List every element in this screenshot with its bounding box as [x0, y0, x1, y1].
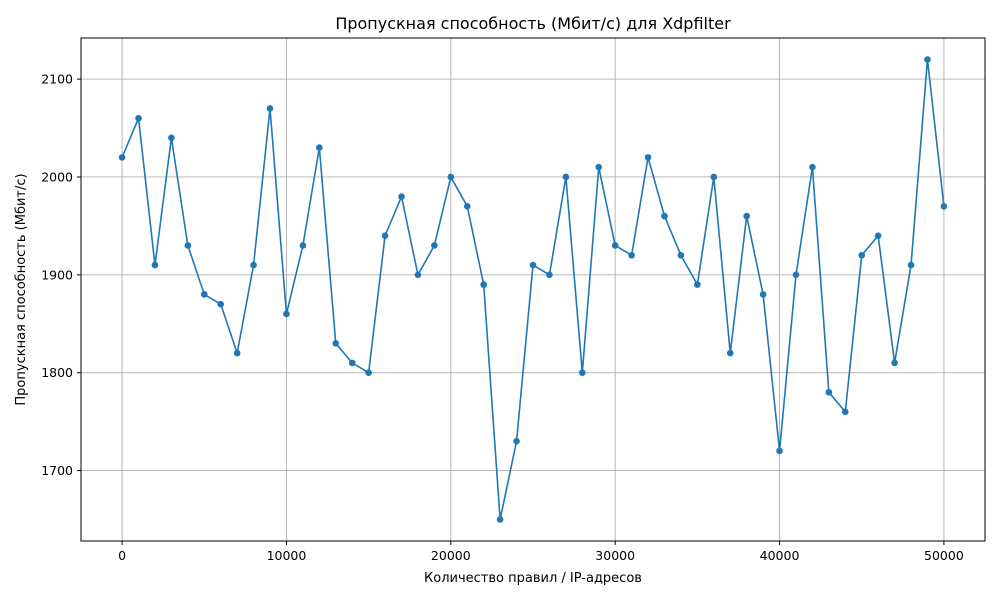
data-point — [463, 203, 471, 210]
data-point — [940, 203, 948, 210]
data-point — [661, 212, 668, 220]
y-tick-label: 2100 — [41, 72, 73, 87]
data-point — [118, 154, 126, 161]
data-point — [644, 154, 652, 161]
y-tick-label: 1700 — [41, 463, 73, 478]
series-line-xdpfilter — [121, 59, 945, 520]
data-point — [184, 242, 192, 249]
data-point — [924, 56, 931, 63]
data-point — [628, 251, 635, 259]
data-point — [250, 261, 257, 269]
y-axis-label: Пропускная способность (Мбит/с) — [14, 173, 29, 405]
data-point — [825, 388, 833, 396]
data-point — [168, 134, 175, 142]
data-point — [431, 242, 438, 249]
x-axis-label: Количество правил / IP-адресов — [424, 571, 642, 586]
x-tick-label: 20000 — [431, 548, 471, 563]
x-tick-label: 50000 — [924, 548, 964, 563]
y-tick-label: 1900 — [41, 267, 73, 282]
data-point — [332, 340, 340, 347]
data-point — [710, 173, 718, 181]
plot-frame — [80, 37, 986, 542]
chart-title: Пропускная способность (Мбит/с) для Xdpf… — [335, 14, 731, 33]
data-point — [513, 437, 520, 445]
data-point — [447, 173, 455, 181]
data-point — [891, 359, 898, 367]
data-point — [874, 232, 882, 239]
data-point — [743, 212, 750, 220]
data-point — [726, 349, 734, 357]
data-point — [595, 163, 603, 171]
data-point — [611, 242, 619, 249]
data-point — [266, 105, 274, 112]
data-point — [151, 261, 159, 269]
x-tick-label: 40000 — [760, 548, 800, 563]
data-point — [348, 359, 356, 367]
data-point — [316, 144, 323, 151]
data-point — [217, 300, 225, 308]
data-point — [776, 447, 783, 455]
x-tick-label: 0 — [118, 548, 126, 563]
data-point — [562, 173, 570, 181]
data-point — [759, 291, 767, 298]
data-point — [480, 281, 487, 288]
data-point — [907, 261, 915, 269]
grid-layer — [81, 38, 985, 541]
data-point — [529, 261, 537, 269]
ticks-layer: 0 10000 20000 30000 40000 50000 1700 1800 1900 20… — [41, 72, 964, 563]
data-point — [809, 163, 816, 171]
data-point — [841, 408, 849, 416]
data-point — [414, 271, 422, 279]
data-point — [694, 281, 701, 288]
data-point — [135, 114, 142, 122]
data-point — [858, 251, 866, 259]
data-point — [792, 271, 800, 279]
data-point — [496, 516, 504, 523]
y-tick-label: 1800 — [41, 365, 73, 380]
data-point — [299, 242, 307, 249]
y-tick-label: 2000 — [41, 169, 73, 184]
series-layer — [118, 56, 948, 523]
data-point — [579, 369, 586, 376]
data-point — [677, 251, 685, 259]
data-point — [200, 291, 208, 298]
data-point — [398, 193, 405, 200]
x-tick-label: 30000 — [595, 548, 635, 563]
data-point — [283, 310, 290, 318]
data-point — [546, 271, 553, 279]
data-point — [381, 232, 389, 239]
data-point — [233, 349, 241, 357]
data-point — [365, 369, 372, 376]
x-tick-label: 10000 — [267, 548, 307, 563]
